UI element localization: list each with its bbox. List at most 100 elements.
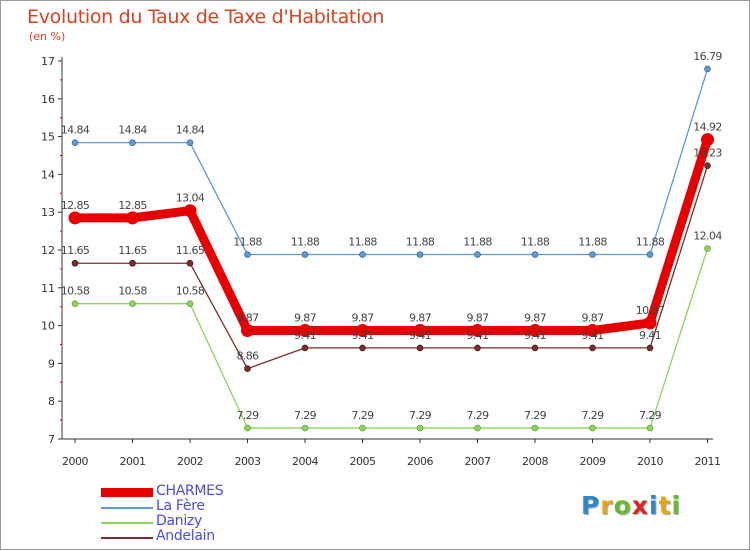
data-label-andelain: 14.23 <box>693 147 722 160</box>
data-label-la-f-re: 11.88 <box>291 236 320 249</box>
data-label-la-f-re: 16.79 <box>693 50 722 63</box>
data-point-charmes <box>413 324 427 338</box>
data-label-danizy: 10.58 <box>118 285 147 298</box>
data-label-charmes: 13.04 <box>176 192 205 205</box>
y-tick-label: 7 <box>48 433 55 446</box>
logo-letter: i <box>649 491 659 520</box>
data-label-andelain: 11.65 <box>176 244 205 257</box>
data-point-andelain <box>416 344 424 352</box>
x-tick-label: 2001 <box>120 455 146 468</box>
x-tick-label: 2011 <box>695 455 721 468</box>
legend-label-la-f-re: La Fère <box>156 498 205 514</box>
data-point-charmes <box>68 211 82 225</box>
data-point-la-f-re <box>244 251 251 258</box>
data-point-andelain <box>301 344 309 352</box>
legend-label-andelain: Andelain <box>156 528 215 544</box>
data-label-danizy: 10.58 <box>61 285 90 298</box>
data-label-danizy: 10.58 <box>176 285 205 298</box>
data-label-charmes: 12.85 <box>118 199 147 212</box>
data-point-charmes <box>298 324 312 338</box>
data-point-danizy <box>129 300 136 307</box>
y-tick-label: 17 <box>41 55 55 68</box>
data-point-la-f-re <box>359 251 366 258</box>
x-tick-label: 2008 <box>522 455 548 468</box>
data-label-danizy: 7.29 <box>294 409 317 422</box>
data-label-la-f-re: 11.88 <box>463 236 492 249</box>
y-tick-label: 8 <box>48 395 55 408</box>
data-label-la-f-re: 11.88 <box>406 236 435 249</box>
legend-swatch-la-f-re <box>101 507 153 509</box>
y-tick-label: 16 <box>41 93 55 106</box>
data-label-andelain: 11.65 <box>118 244 147 257</box>
logo-letter: i <box>671 491 682 520</box>
data-label-la-f-re: 11.88 <box>521 236 550 249</box>
x-tick-label: 2003 <box>235 455 261 468</box>
data-label-la-f-re: 11.88 <box>636 236 665 249</box>
series-line-danizy <box>74 247 709 429</box>
data-label-andelain: 8.86 <box>236 350 259 363</box>
data-label-charmes: 9.87 <box>466 312 489 325</box>
data-label-andelain: 9.41 <box>581 329 603 342</box>
data-point-charmes <box>471 324 484 338</box>
data-point-andelain <box>531 344 539 352</box>
data-label-charmes: 14.92 <box>693 121 722 134</box>
data-label-danizy: 7.29 <box>466 409 489 422</box>
y-tick-label: 12 <box>41 244 55 257</box>
data-label-la-f-re: 14.84 <box>61 124 90 137</box>
data-label-charmes: 12.85 <box>61 199 90 212</box>
proxiti-logo: Proxiti <box>581 491 681 520</box>
data-label-andelain: 9.41 <box>466 329 488 342</box>
data-label-danizy: 7.29 <box>409 409 432 422</box>
data-label-danizy: 7.29 <box>581 409 604 422</box>
data-point-charmes <box>241 324 254 338</box>
data-point-la-f-re <box>704 65 711 73</box>
data-label-danizy: 7.29 <box>524 409 547 422</box>
data-point-charmes <box>183 204 197 218</box>
data-label-la-f-re: 11.88 <box>348 236 377 249</box>
data-label-danizy: 7.29 <box>236 409 259 422</box>
logo-letter: r <box>600 491 614 520</box>
data-label-la-f-re: 14.84 <box>176 124 205 137</box>
data-point-andelain <box>359 344 366 352</box>
logo-letter: P <box>581 491 601 520</box>
data-point-la-f-re <box>474 251 481 258</box>
data-label-charmes: 9.87 <box>581 312 604 325</box>
data-point-charmes <box>643 316 657 330</box>
data-point-charmes <box>701 133 714 147</box>
data-point-danizy <box>186 300 194 307</box>
data-point-la-f-re <box>129 139 136 146</box>
x-tick-label: 2010 <box>637 455 663 468</box>
logo-letter: x <box>631 491 649 520</box>
data-point-la-f-re <box>589 251 596 258</box>
data-point-danizy <box>416 424 424 432</box>
legend-swatch-andelain <box>101 537 153 539</box>
data-label-andelain: 9.41 <box>524 329 546 342</box>
data-point-andelain <box>646 344 654 352</box>
chart-title: Evolution du Taux de Taxe d'Habitation <box>27 6 385 28</box>
data-label-charmes: 9.87 <box>351 312 374 325</box>
data-label-andelain: 9.41 <box>351 329 373 342</box>
data-point-la-f-re <box>301 251 309 258</box>
y-tick-label: 13 <box>41 206 55 219</box>
data-point-danizy <box>646 424 654 432</box>
data-label-charmes: 9.87 <box>524 312 547 325</box>
y-tick-label: 11 <box>41 282 55 295</box>
data-point-danizy <box>589 424 596 432</box>
data-label-la-f-re: 11.88 <box>233 236 262 249</box>
x-tick-label: 2002 <box>177 455 203 468</box>
data-point-la-f-re <box>71 139 79 146</box>
logo-letter: t <box>658 491 672 520</box>
data-label-andelain: 9.41 <box>409 329 431 342</box>
legend-label-danizy: Danizy <box>156 513 202 529</box>
data-point-andelain <box>589 344 596 352</box>
data-point-andelain <box>186 259 194 267</box>
data-point-andelain <box>244 365 251 372</box>
data-point-danizy <box>301 424 309 432</box>
data-point-danizy <box>244 424 251 432</box>
data-point-la-f-re <box>416 251 424 258</box>
data-label-andelain: 11.65 <box>61 244 90 257</box>
data-point-la-f-re <box>531 251 539 258</box>
data-label-charmes: 10.07 <box>636 304 665 317</box>
data-label-charmes: 9.87 <box>409 312 432 325</box>
logo-letter: o <box>613 491 632 520</box>
